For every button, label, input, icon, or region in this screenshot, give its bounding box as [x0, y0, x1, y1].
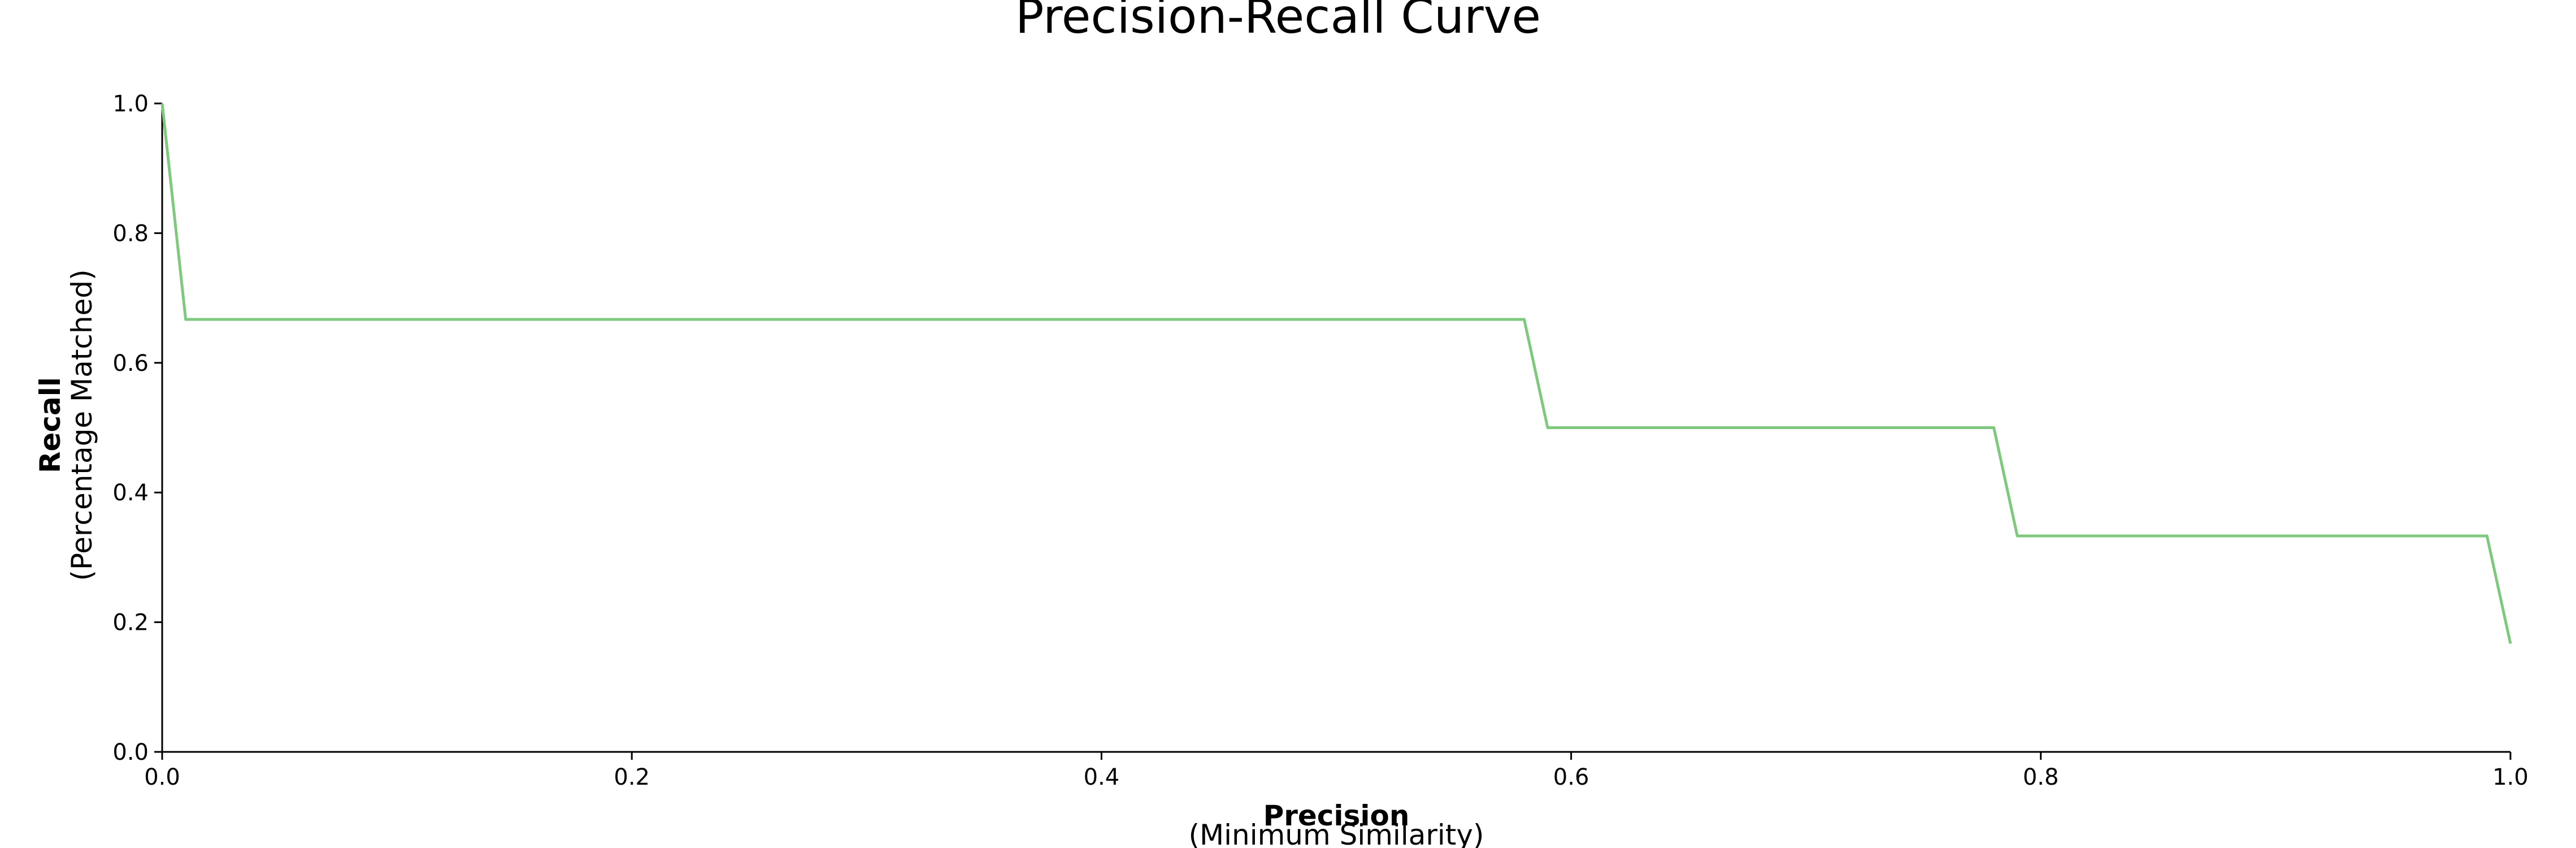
x-tick-label: 0.2	[614, 764, 650, 790]
y-tick-label: 0.6	[112, 351, 149, 377]
y-axis-title: Recall (Percentage Matched)	[34, 269, 98, 581]
x-tick-label: 0.4	[1084, 764, 1120, 790]
x-axis-title: Precision (Minimum Similarity)	[1188, 799, 1484, 848]
x-axis-ticks: 0.0 0.2 0.4 0.6 0.8 1.0	[144, 752, 2529, 790]
x-axis-sublabel: (Minimum Similarity)	[1188, 819, 1484, 848]
x-tick-label: 0.8	[2023, 764, 2059, 790]
x-tick-label: 0.6	[1553, 764, 1589, 790]
series-layer	[160, 103, 2512, 644]
chart-title: Precision-Recall Curve	[1015, 0, 1541, 44]
y-axis-label: Recall	[34, 377, 67, 473]
series-line	[160, 103, 2512, 644]
y-tick-label: 0.8	[112, 220, 149, 246]
x-tick-label: 1.0	[2492, 764, 2529, 790]
y-tick-label: 0.2	[112, 610, 149, 636]
y-axis-sublabel: (Percentage Matched)	[66, 269, 98, 581]
y-axis-ticks: 0.0 0.2 0.4 0.6 0.8 1.0	[112, 91, 162, 765]
x-tick-label: 0.0	[144, 764, 180, 790]
axes	[161, 103, 2510, 753]
y-tick-label: 0.4	[112, 480, 149, 506]
y-tick-label: 1.0	[112, 91, 149, 117]
x-axis-label: Precision	[1263, 799, 1410, 832]
y-tick-label: 0.0	[112, 739, 149, 765]
